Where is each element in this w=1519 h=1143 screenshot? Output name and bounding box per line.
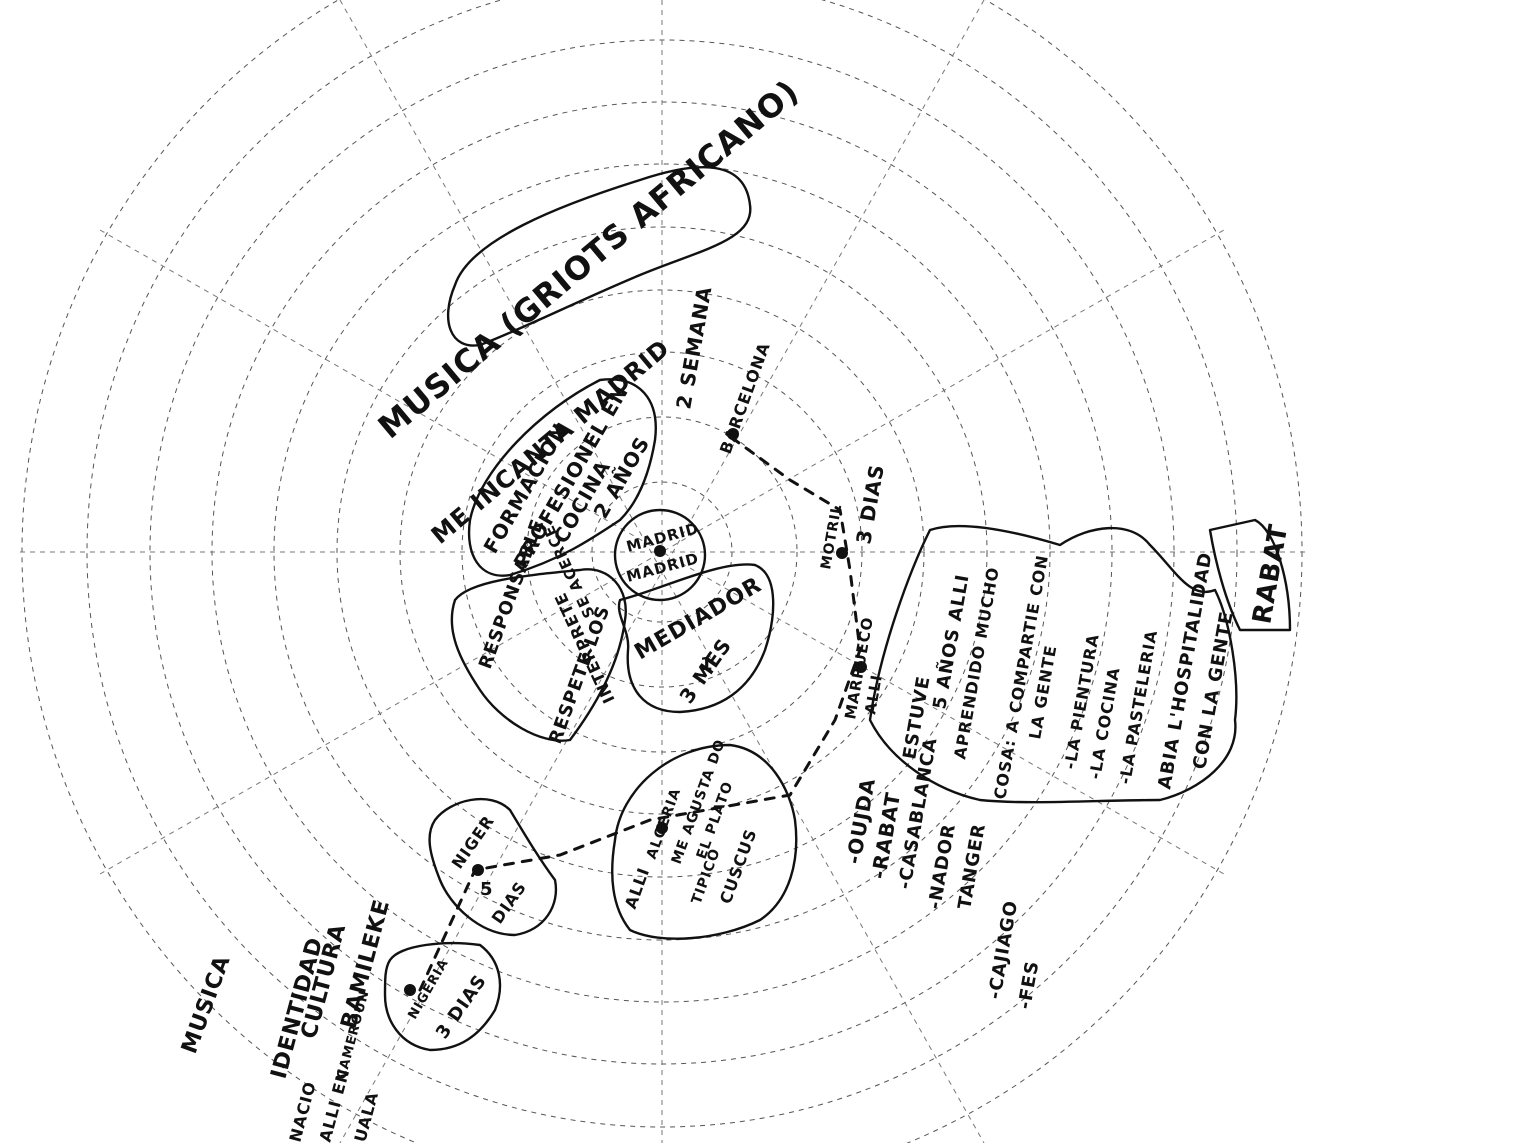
migration-route <box>418 438 862 992</box>
dot-nigeria <box>404 984 416 996</box>
label-mediador-2: 1 <box>700 654 714 675</box>
label-estuve-8: -LA PASTELERIA <box>1115 628 1161 785</box>
dot-madrid <box>654 545 666 557</box>
label-niger-2: 5 <box>480 879 494 900</box>
label-algeria-1: ALLI <box>621 865 653 912</box>
label-ciudad-7: -FES <box>1014 959 1043 1011</box>
label-identidad-1: MUSICA <box>177 952 236 1057</box>
label-cameroun-4: CAMEROUN <box>334 988 372 1081</box>
label-cameroun-1: NACIO <box>286 1079 320 1143</box>
blob-madrid <box>613 508 707 602</box>
label-niger-3: DIAS <box>488 878 531 928</box>
dot-motril <box>836 547 848 559</box>
label-dos-semana: 2 SEMANA <box>671 284 716 411</box>
blob-musica-griots <box>447 166 752 347</box>
label-barcelona: BARCELONA <box>716 339 774 456</box>
label-rabat-box: RABAT <box>1247 522 1294 626</box>
label-ciudad-6: -CAJIAGO <box>984 899 1022 1001</box>
concentric-grid <box>20 0 1310 1143</box>
label-ciudad-4: -NADOR <box>924 822 960 911</box>
dot-marruecos <box>855 661 867 673</box>
blob-mediador <box>617 563 775 714</box>
label-niger-1: NIGER <box>448 812 498 873</box>
blob-niger <box>428 797 558 937</box>
label-motril: MOTRIL <box>818 503 845 571</box>
dot-niger <box>472 864 484 876</box>
dot-algeria <box>656 822 668 834</box>
blob-responsable <box>450 568 627 742</box>
blob-estuve <box>868 524 1238 804</box>
dot-barcelona <box>727 428 739 440</box>
blob-algeria <box>611 743 798 940</box>
blob-nigeria <box>383 942 502 1052</box>
label-tres-dias: 3 DIAS <box>851 462 889 546</box>
blob-formacion <box>467 378 657 577</box>
label-algeria-6: CUSCUS <box>716 826 761 906</box>
label-ciudad-5: TANGER <box>954 822 990 911</box>
blob-rabat-box <box>1208 518 1292 632</box>
label-mediador-1: MEDIADOR <box>631 572 767 665</box>
